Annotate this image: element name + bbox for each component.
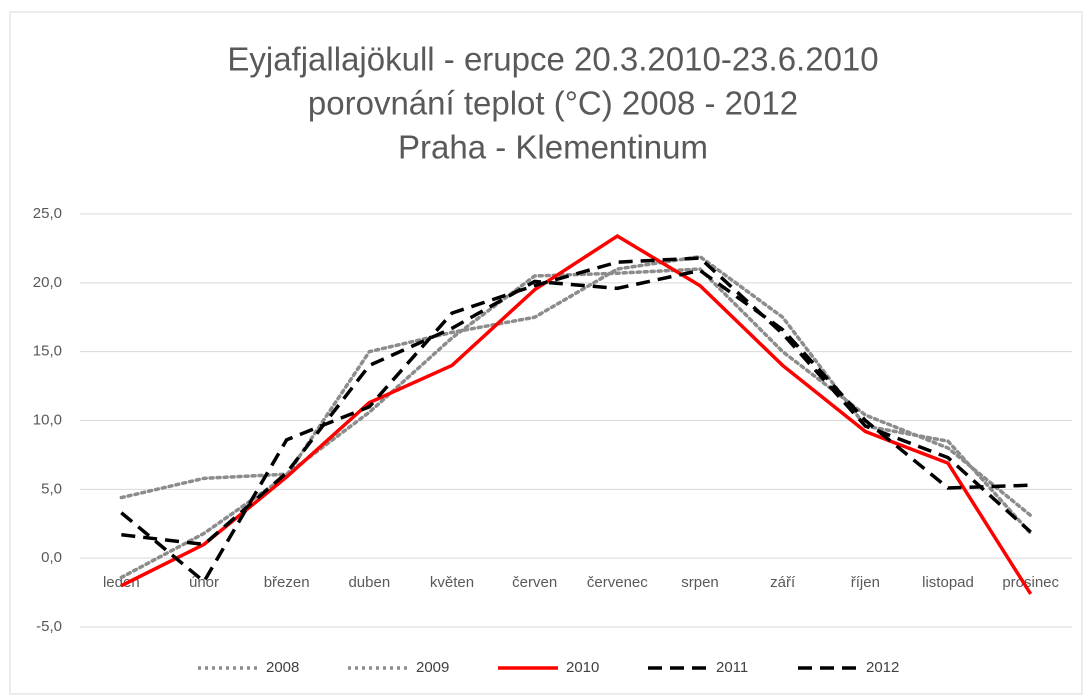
y-tick-label: 20,0 — [33, 274, 62, 291]
legend-label: 2012 — [866, 659, 899, 676]
x-tick-label: říjen — [851, 574, 880, 591]
x-tick-label: září — [770, 574, 796, 591]
x-tick-label: červenec — [587, 574, 648, 591]
chart-title: Praha - Klementinum — [398, 129, 708, 166]
y-tick-label: 5,0 — [41, 480, 62, 497]
chart-title: porovnání teplot (°C) 2008 - 2012 — [308, 85, 798, 122]
y-tick-label: -5,0 — [36, 618, 62, 635]
y-tick-label: 15,0 — [33, 343, 62, 360]
series-line — [121, 268, 1031, 547]
x-tick-label: červen — [512, 574, 557, 591]
legend-label: 2010 — [566, 659, 599, 676]
y-tick-label: 10,0 — [33, 411, 62, 428]
x-tick-label: březen — [264, 574, 310, 591]
series-line — [119, 254, 1033, 580]
x-tick-label: duben — [348, 574, 390, 591]
legend-label: 2011 — [716, 659, 748, 676]
x-tick-label: srpen — [681, 574, 719, 591]
legend-label: 2008 — [266, 659, 299, 676]
x-tick-label: prosinec — [1002, 574, 1059, 591]
chart-title: Eyjafjallajökull - erupce 20.3.2010-23.6… — [227, 41, 878, 78]
x-tick-label: leden — [103, 574, 140, 591]
series-line — [120, 233, 1033, 595]
x-tick-label: listopad — [922, 574, 974, 591]
series-line — [120, 256, 1032, 585]
series-line — [119, 267, 1033, 518]
y-tick-label: 25,0 — [33, 205, 62, 222]
legend-label: 2009 — [416, 659, 449, 676]
x-tick-label: únor — [189, 574, 219, 591]
x-tick-label: květen — [430, 574, 474, 591]
y-tick-label: 0,0 — [41, 549, 62, 566]
chart-frame — [9, 11, 1083, 695]
